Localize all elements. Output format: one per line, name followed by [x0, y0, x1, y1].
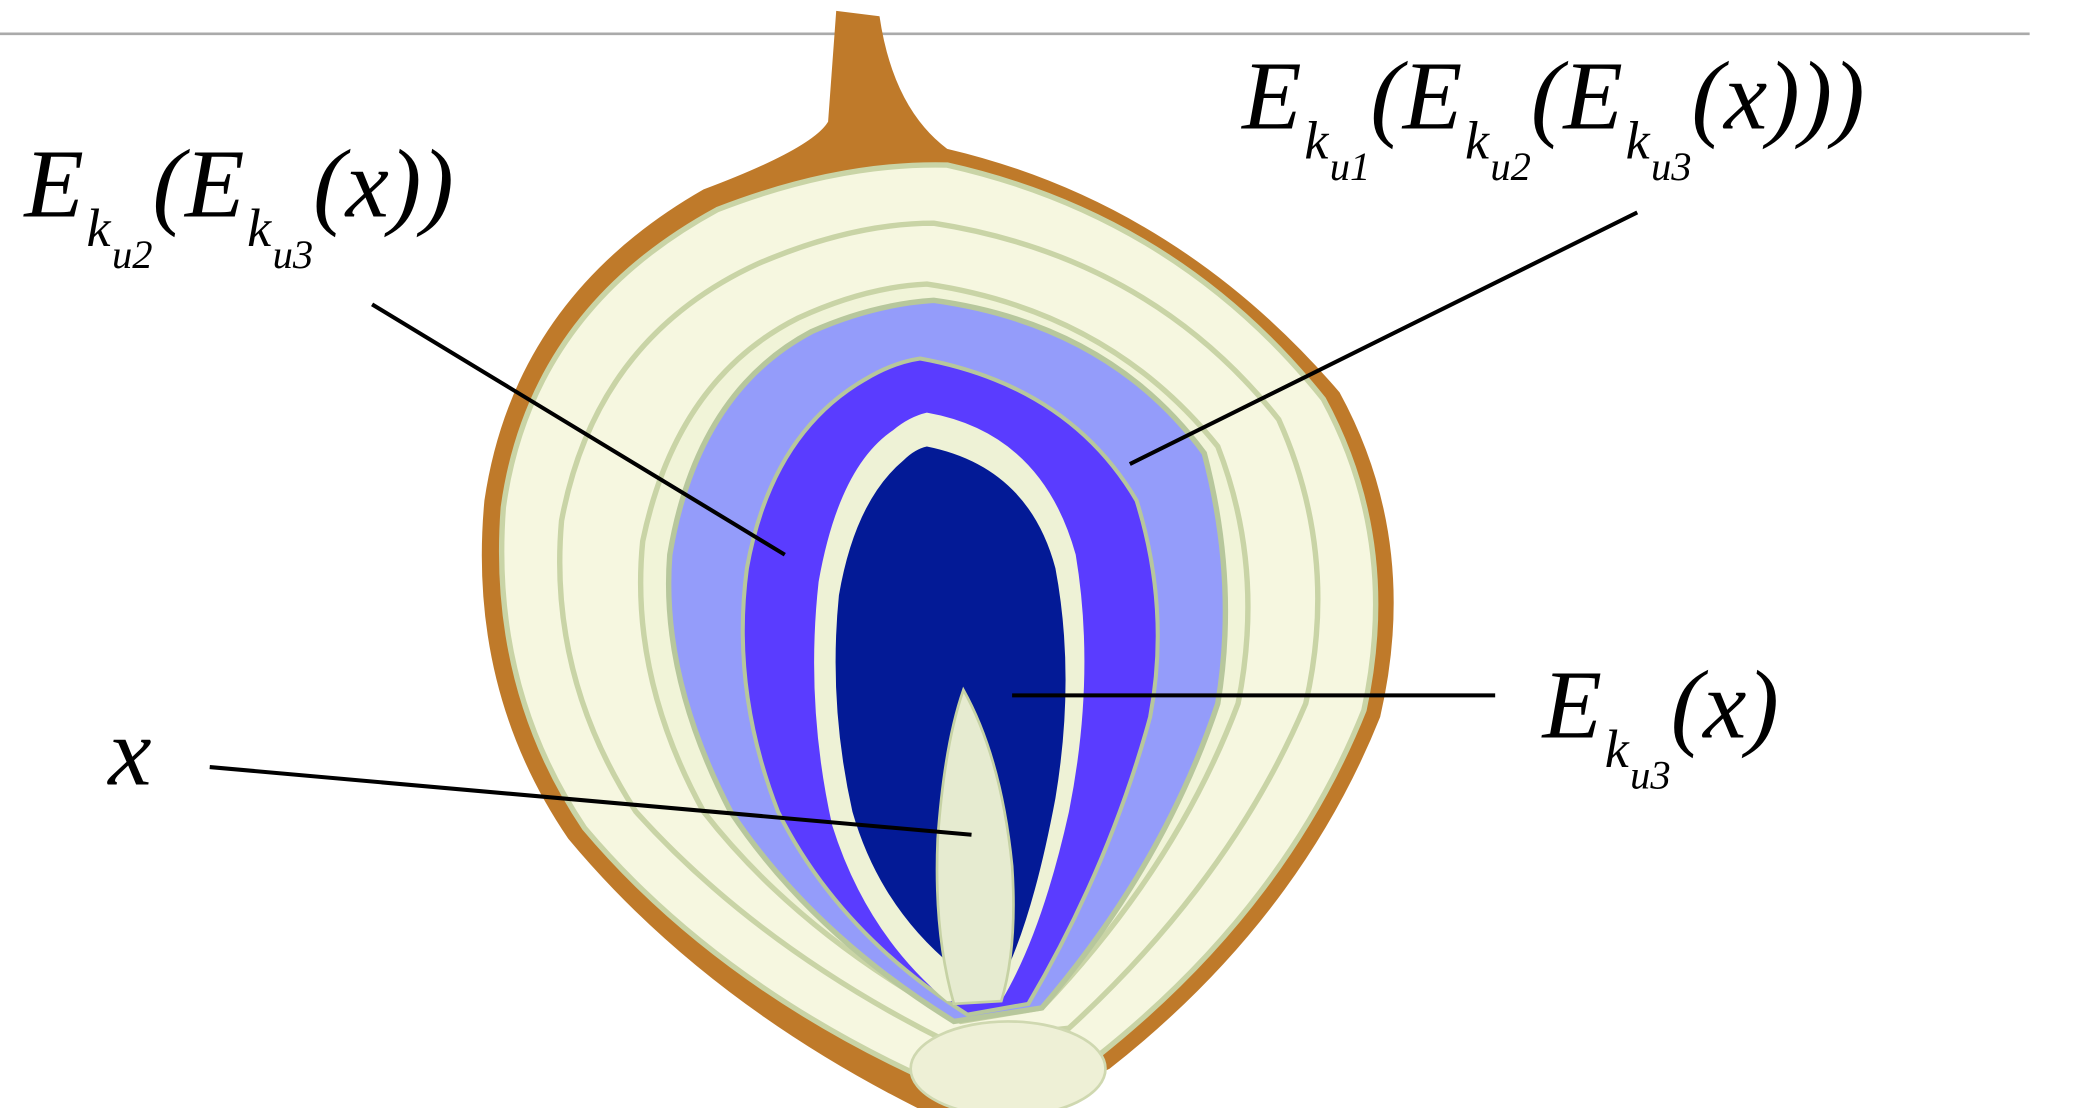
label-token: (x)) — [313, 130, 454, 238]
label-token: u3 — [1630, 753, 1671, 798]
label-token: (x))) — [1692, 43, 1865, 151]
label-token: E — [1401, 43, 1463, 151]
label-token: k — [1605, 719, 1630, 779]
label-plaintext: x — [106, 699, 151, 807]
label-token: E — [22, 130, 84, 238]
label-token: k — [1304, 110, 1329, 170]
label-token: x — [106, 699, 151, 807]
label-token: u1 — [1330, 144, 1371, 189]
label-token: u2 — [112, 232, 153, 277]
label-middle: Eku2(Eku3(x)) — [22, 130, 453, 276]
label-token: k — [1465, 110, 1490, 170]
label-token: E — [183, 130, 245, 238]
label-token: k — [1626, 110, 1651, 170]
label-token: E — [1541, 651, 1603, 759]
onion-diagram: Eku1(Eku2(Eku3(x))) Eku2(Eku3(x)) Eku3(x… — [0, 0, 2100, 1108]
label-token: u2 — [1490, 144, 1531, 189]
label-outer: Eku1(Eku2(Eku3(x))) — [1240, 43, 1864, 189]
label-token: k — [247, 198, 272, 258]
label-token: k — [87, 198, 112, 258]
label-token: E — [1561, 43, 1623, 151]
label-inner: Eku3(x) — [1541, 651, 1779, 797]
label-token: u3 — [1651, 144, 1692, 189]
label-token: (x) — [1671, 651, 1779, 759]
label-token: E — [1240, 43, 1302, 151]
onion-base — [911, 1021, 1106, 1108]
label-token: u3 — [273, 232, 314, 277]
